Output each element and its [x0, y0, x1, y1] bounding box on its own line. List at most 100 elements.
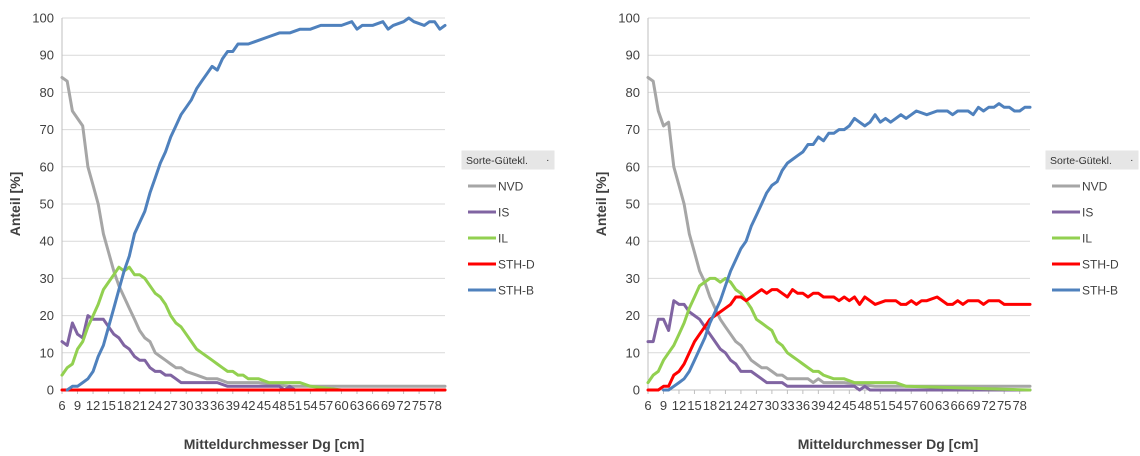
x-tick-label: 57 — [904, 398, 918, 413]
y-tick-label: 100 — [32, 11, 54, 26]
x-tick-label: 75 — [412, 398, 426, 413]
x-tick-label: 9 — [660, 398, 667, 413]
x-axis-title: Mitteldurchmesser Dg [cm] — [184, 436, 364, 452]
x-tick-label: 69 — [966, 398, 980, 413]
y-tick-label: 0 — [47, 383, 54, 398]
series-line-is — [646, 299, 1032, 392]
y-tick-label: 90 — [40, 48, 54, 63]
x-tick-label: 75 — [997, 398, 1011, 413]
y-tick-label: 70 — [626, 122, 640, 137]
legend-title: Sorte-Gütekl. — [1050, 155, 1112, 167]
legend-label: STH-B — [1082, 284, 1118, 298]
x-tick-label: 33 — [780, 398, 794, 413]
legend-label: NVD — [498, 180, 524, 194]
x-tick-label: 45 — [257, 398, 271, 413]
x-tick-label: 45 — [842, 398, 856, 413]
x-tick-label: 51 — [873, 398, 887, 413]
x-tick-label: 27 — [749, 398, 763, 413]
y-tick-label: 30 — [40, 271, 54, 286]
y-tick-label: 80 — [626, 85, 640, 100]
y-tick-label: 10 — [626, 345, 640, 360]
x-tick-label: 6 — [58, 398, 65, 413]
y-axis-title: Anteil [%] — [7, 172, 23, 237]
legend-title: Sorte-Gütekl. — [466, 155, 528, 167]
legend: Sorte-Gütekl. · NVD IS IL STH-D STH-B — [1045, 150, 1139, 298]
x-tick-label: 48 — [858, 398, 872, 413]
y-tick-label: 40 — [626, 234, 640, 249]
series-line-sth-b — [65, 16, 447, 392]
series-line-sth-d — [646, 288, 1032, 392]
x-tick-label: 72 — [981, 398, 995, 413]
x-tick-label: 24 — [734, 398, 748, 413]
x-tick-label: 78 — [1012, 398, 1026, 413]
legend-menu-icon: · — [1130, 154, 1134, 166]
x-tick-label: 24 — [148, 398, 162, 413]
x-tick-label: 60 — [334, 398, 348, 413]
x-tick-label: 30 — [179, 398, 193, 413]
x-tick-label: 36 — [796, 398, 810, 413]
y-tick-label: 40 — [40, 234, 54, 249]
y-tick-label: 70 — [40, 122, 54, 137]
legend-label: STH-D — [498, 258, 535, 272]
legend-header — [461, 150, 555, 170]
series-line-il — [60, 265, 447, 392]
x-tick-label: 42 — [827, 398, 841, 413]
legend: Sorte-Gütekl. · NVD IS IL STH-D STH-B — [461, 150, 555, 298]
x-tick-label: 21 — [132, 398, 146, 413]
x-tick-label: 66 — [950, 398, 964, 413]
x-tick-label: 15 — [687, 398, 701, 413]
x-tick-label: 48 — [272, 398, 286, 413]
x-tick-label: 54 — [303, 398, 317, 413]
x-tick-label: 12 — [672, 398, 686, 413]
x-tick-label: 60 — [920, 398, 934, 413]
legend-menu-icon: · — [546, 154, 550, 166]
legend-label: IL — [1082, 232, 1092, 246]
legend-label: NVD — [1082, 180, 1108, 194]
legend-header — [1045, 150, 1139, 170]
y-tick-label: 30 — [626, 271, 640, 286]
y-axis-title: Anteil [%] — [593, 172, 609, 237]
y-tick-label: 20 — [40, 308, 54, 323]
x-tick-label: 51 — [288, 398, 302, 413]
x-tick-label: 63 — [350, 398, 364, 413]
x-axis-title: Mitteldurchmesser Dg [cm] — [798, 436, 978, 452]
series-line-nvd — [60, 76, 447, 388]
y-tick-label: 100 — [618, 11, 640, 26]
x-tick-label: 33 — [195, 398, 209, 413]
x-tick-label: 18 — [703, 398, 717, 413]
x-tick-label: 15 — [101, 398, 115, 413]
x-tick-label: 66 — [365, 398, 379, 413]
y-tick-label: 50 — [626, 197, 640, 212]
x-tick-label: 42 — [241, 398, 255, 413]
x-tick-label: 30 — [765, 398, 779, 413]
legend-label: IS — [498, 206, 509, 220]
y-tick-label: 80 — [40, 85, 54, 100]
x-tick-label: 57 — [319, 398, 333, 413]
series-line-nvd — [646, 76, 1032, 388]
y-tick-label: 90 — [626, 48, 640, 63]
x-tick-label: 9 — [74, 398, 81, 413]
y-tick-label: 20 — [626, 308, 640, 323]
x-tick-label: 39 — [811, 398, 825, 413]
series-line-is — [60, 314, 447, 392]
series-line-il — [646, 276, 1032, 392]
y-tick-label: 60 — [626, 159, 640, 174]
legend-label: IS — [1082, 206, 1093, 220]
x-tick-label: 69 — [381, 398, 395, 413]
legend-label: IL — [498, 232, 508, 246]
y-tick-label: 50 — [40, 197, 54, 212]
x-tick-label: 63 — [935, 398, 949, 413]
x-tick-label: 27 — [163, 398, 177, 413]
x-tick-label: 78 — [427, 398, 441, 413]
x-tick-label: 54 — [889, 398, 903, 413]
legend-label: STH-B — [498, 284, 534, 298]
x-tick-label: 39 — [226, 398, 240, 413]
y-tick-label: 60 — [40, 159, 54, 174]
x-tick-label: 72 — [396, 398, 410, 413]
y-tick-label: 10 — [40, 345, 54, 360]
y-tick-label: 0 — [633, 383, 640, 398]
x-tick-label: 36 — [210, 398, 224, 413]
